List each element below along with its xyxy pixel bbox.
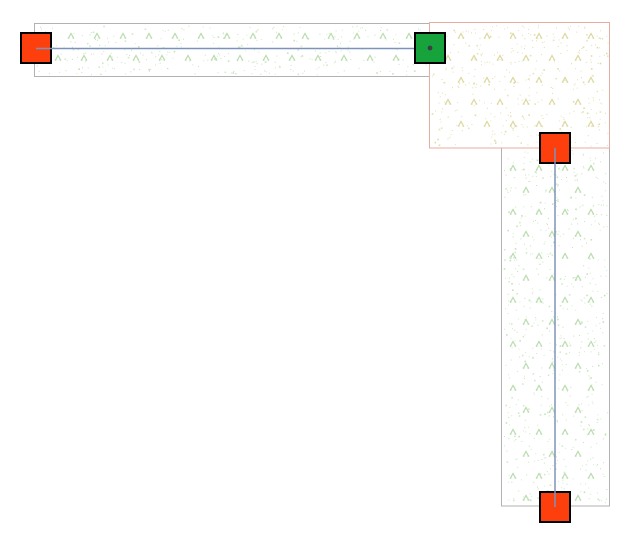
region-horizontal-corridor[interactable]: [34, 23, 430, 77]
grass-texture: [36, 25, 429, 76]
grass-texture: [503, 150, 609, 505]
region-junction-zone-outline[interactable]: [429, 22, 610, 149]
khaki-texture: [431, 25, 609, 148]
region-junction-zone[interactable]: [429, 22, 610, 149]
junction-center-dot: [427, 45, 433, 51]
node-junction-green[interactable]: [414, 32, 446, 64]
region-horizontal-corridor-outline[interactable]: [34, 23, 430, 77]
